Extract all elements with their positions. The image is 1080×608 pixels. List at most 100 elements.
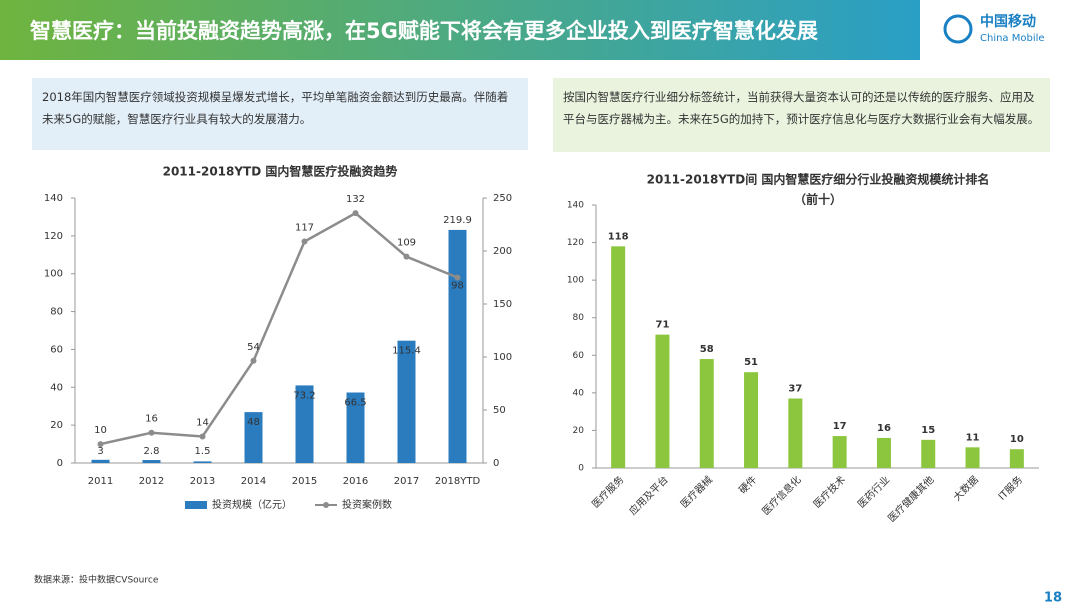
y-tick-label: 0 [57, 458, 63, 469]
chart-subtitle: （前十） [794, 192, 842, 207]
bar [142, 460, 161, 463]
header-bar: 智慧医疗：当前投融资趋势高涨，在5G赋能下将会有更多企业投入到医疗智慧化发展 [0, 0, 920, 60]
data-label: 3 [97, 446, 103, 457]
x-tick-label: 2018YTD [435, 476, 481, 487]
x-tick-label: 医疗信息化 [759, 473, 804, 518]
bar [611, 246, 626, 468]
left-note: 2018年国内智慧医疗领域投资规模呈爆发式增长，平均单笔融资金额达到历史最高。伴… [32, 78, 528, 150]
data-label: 219.9 [443, 215, 472, 226]
data-label: 11 [966, 432, 980, 443]
data-label: 1.5 [195, 446, 211, 457]
legend-swatch [185, 501, 207, 509]
logo-en: China Mobile [980, 33, 1045, 44]
legend-label: 投资案例数 [342, 498, 392, 511]
data-label: 71 [655, 320, 669, 331]
data-label: 73.2 [293, 390, 315, 401]
data-label: 132 [346, 194, 365, 205]
line-point [250, 357, 257, 364]
data-label: 16 [145, 414, 158, 425]
line-point [97, 441, 104, 448]
y2-tick-label: 0 [493, 458, 499, 469]
chart-title: 2011-2018YTD间 国内智慧医疗细分行业投融资规模统计排名 [647, 172, 990, 187]
x-tick-label: 2014 [241, 476, 266, 487]
data-label: 2.8 [144, 446, 160, 457]
legend-label: 投资规模（亿元） [212, 498, 292, 511]
x-tick-label: 2017 [394, 476, 419, 487]
x-tick-label: 医疗健康其他 [885, 473, 937, 525]
line-point [301, 238, 308, 245]
data-label: 54 [247, 342, 260, 353]
x-tick-label: 2011 [88, 476, 113, 487]
legend-swatch [323, 502, 329, 508]
bar [788, 398, 803, 468]
data-label: 66.5 [344, 398, 366, 409]
y-tick-label: 20 [50, 420, 63, 431]
data-label: 15 [921, 425, 935, 436]
line-point [199, 433, 206, 440]
y-tick-label: 0 [578, 464, 584, 474]
bar [655, 334, 670, 468]
x-tick-label: 2012 [139, 476, 164, 487]
right-note: 按国内智慧医疗行业细分标签统计，当前获得大量资本认可的还是以传统的医疗服务、应用… [553, 78, 1050, 152]
data-label: 58 [700, 344, 714, 355]
x-tick-label: 医药行业 [855, 473, 892, 510]
x-tick-label: 医疗器械 [678, 473, 715, 510]
y-tick-label: 40 [50, 382, 63, 393]
data-label: 14 [196, 418, 209, 429]
bar [965, 447, 980, 468]
data-label: 10 [1010, 434, 1024, 445]
x-tick-label: 医疗技术 [810, 473, 847, 510]
line-point [403, 253, 410, 260]
x-tick-label: IT服务 [995, 473, 1025, 503]
y-tick-label: 40 [573, 388, 585, 398]
y-tick-label: 100 [44, 269, 63, 280]
y-tick-label: 120 [44, 231, 63, 242]
y-tick-label: 60 [573, 351, 585, 361]
x-tick-label: 应用及平台 [626, 473, 671, 518]
line [100, 211, 458, 446]
y-tick-label: 140 [44, 193, 63, 204]
y2-tick-label: 250 [493, 193, 512, 204]
x-tick-label: 医疗服务 [589, 473, 626, 510]
y-tick-label: 100 [567, 276, 584, 286]
logo-icon [943, 14, 973, 44]
bar [295, 385, 314, 463]
data-label: 115.4 [392, 346, 421, 357]
y-tick-label: 80 [573, 313, 585, 323]
bar [448, 229, 467, 463]
y2-tick-label: 150 [493, 299, 512, 310]
line-point [148, 429, 155, 436]
source: 数据来源：投中数据CVSource [34, 574, 159, 586]
y-tick-label: 80 [50, 307, 63, 318]
x-tick-label: 大数据 [950, 473, 980, 503]
x-tick-label: 硬件 [737, 474, 760, 497]
bar [1009, 449, 1024, 468]
y-tick-label: 20 [573, 426, 585, 436]
data-label: 117 [295, 223, 314, 234]
data-label: 98 [451, 281, 464, 292]
bar [193, 461, 212, 463]
page-number: 18 [1044, 591, 1062, 606]
bar [832, 436, 847, 468]
y2-tick-label: 50 [493, 405, 506, 416]
data-label: 109 [397, 238, 416, 249]
bar [346, 392, 365, 463]
line-point [352, 210, 359, 217]
x-tick-label: 2015 [292, 476, 317, 487]
bar [699, 359, 714, 468]
y2-tick-label: 100 [493, 352, 512, 363]
y-tick-label: 120 [567, 238, 584, 248]
chart-title: 2011-2018YTD 国内智慧医疗投融资趋势 [163, 164, 398, 179]
bar [397, 340, 416, 463]
y-tick-label: 140 [567, 201, 584, 211]
bar [744, 372, 759, 468]
logo-cn: 中国移动 [980, 13, 1036, 30]
x-tick-label: 2016 [343, 476, 368, 487]
data-label: 16 [877, 423, 891, 434]
data-label: 51 [744, 357, 758, 368]
data-label: 17 [833, 421, 847, 432]
line-point [454, 274, 461, 281]
data-label: 118 [608, 231, 629, 242]
